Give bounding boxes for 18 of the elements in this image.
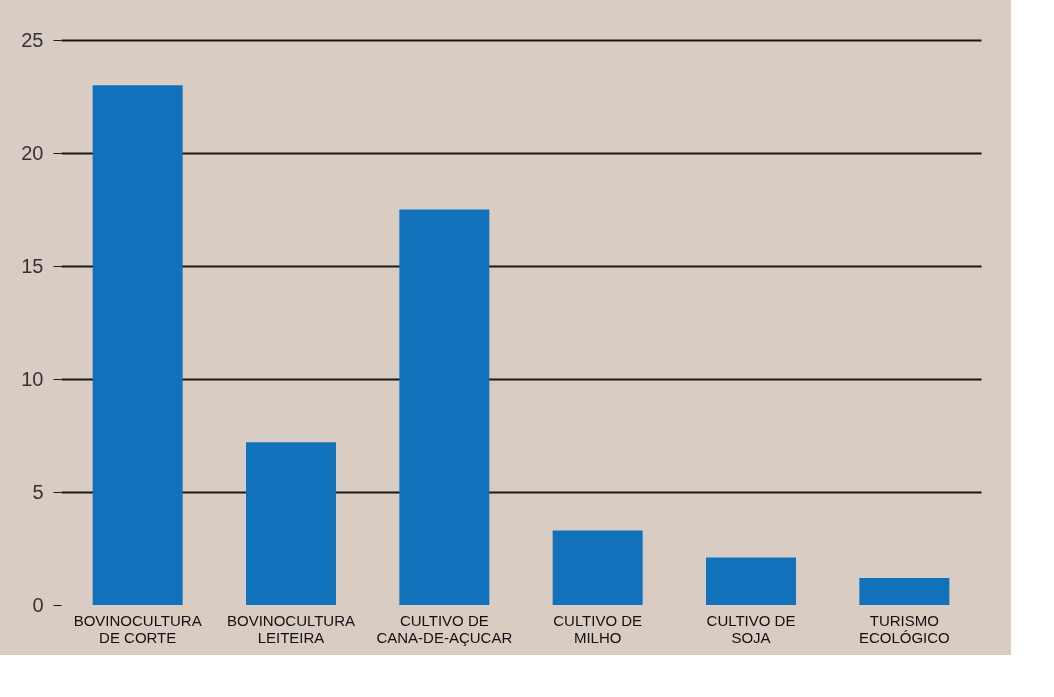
y-tick-label: 0 bbox=[32, 593, 44, 616]
x-tick-label: BOVINOCULTURA LEITEIRA bbox=[226, 611, 356, 646]
bar bbox=[399, 209, 490, 605]
bar bbox=[92, 85, 183, 605]
y-tick-label: 15 bbox=[21, 254, 44, 277]
y-tick-label: 10 bbox=[21, 367, 44, 390]
y-tick-label: 20 bbox=[21, 141, 44, 164]
x-tick-label: TURISMO ECOLÓGICO bbox=[858, 611, 950, 646]
bar bbox=[552, 530, 643, 605]
bar bbox=[706, 557, 796, 605]
bar bbox=[859, 577, 950, 605]
x-tick-label: CULTIVO DE MILHO bbox=[553, 611, 643, 646]
x-tick-label: BOVINOCULTURA DE CORTE bbox=[73, 611, 202, 646]
bar bbox=[246, 442, 336, 605]
x-tick-label: CULTIVO DE CANA-DE-AÇUCAR bbox=[376, 611, 513, 646]
x-tick-label: CULTIVO DE SOJA bbox=[706, 611, 796, 646]
y-tick-label: 25 bbox=[21, 28, 44, 51]
y-tick-label: 5 bbox=[32, 480, 44, 503]
